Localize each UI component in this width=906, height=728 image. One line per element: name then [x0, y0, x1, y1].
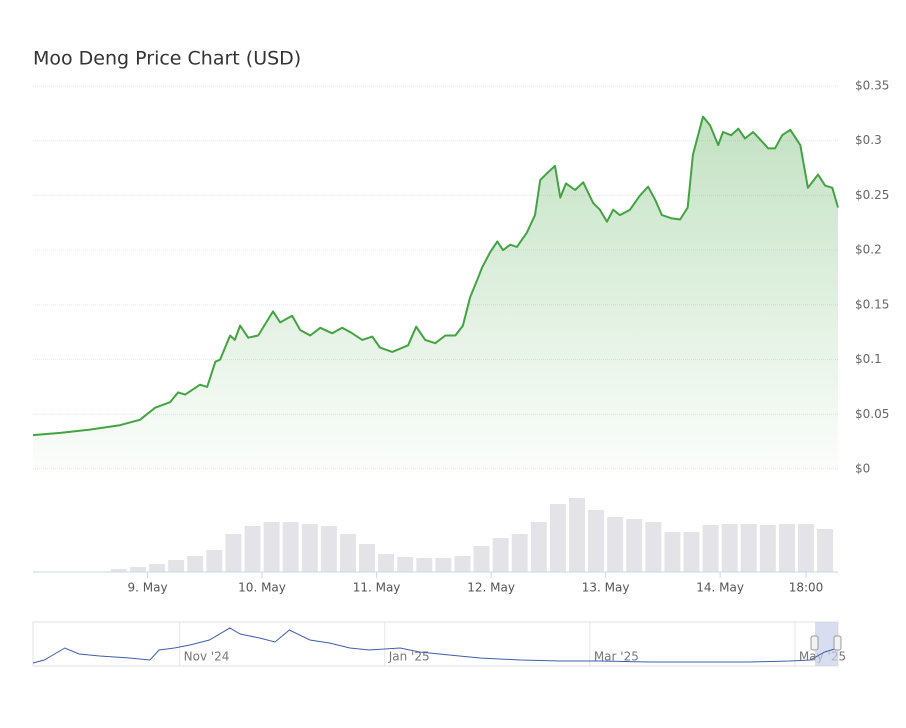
navigator-line — [32, 627, 839, 664]
volume-bar — [798, 524, 815, 572]
volume-bar — [454, 556, 471, 572]
volume-bar — [626, 519, 643, 572]
x-tick-label: 13. May — [582, 581, 630, 595]
volume-bar — [511, 534, 528, 572]
volume-bar — [683, 532, 700, 572]
x-tick-label: 18:00 — [789, 581, 824, 595]
navigator-handle[interactable] — [810, 635, 819, 651]
volume-bar — [416, 558, 433, 572]
volume-bar — [168, 560, 185, 572]
chart-title: Moo Deng Price Chart (USD) — [33, 48, 301, 70]
y-tick-label: $0 — [855, 462, 870, 476]
x-tick-label: 9. May — [127, 581, 167, 595]
volume-bar — [378, 554, 395, 572]
y-tick-label: $0.3 — [855, 133, 882, 147]
volume-bar — [568, 498, 585, 572]
volume-bar — [320, 526, 337, 572]
volume-bar — [397, 557, 414, 572]
navigator-handle[interactable] — [833, 635, 842, 651]
volume-bar — [664, 532, 681, 572]
volume-bar — [817, 529, 834, 572]
volume-bar — [588, 510, 605, 572]
x-tick-label: 12. May — [467, 581, 515, 595]
volume-bar — [549, 504, 566, 572]
volume-bar — [149, 564, 166, 572]
volume-bar — [301, 524, 318, 572]
volume-bar — [721, 524, 738, 572]
volume-bar — [759, 525, 776, 572]
volume-bar — [473, 546, 490, 572]
volume-bar — [244, 526, 261, 572]
navigator-label: Mar '25 — [594, 650, 639, 664]
volume-bar — [110, 569, 127, 572]
volume-bar — [129, 567, 146, 572]
volume-bar — [187, 556, 204, 572]
area — [33, 116, 838, 469]
volume-bar — [530, 522, 547, 572]
volume-bar — [740, 524, 757, 572]
x-tick-label: 10. May — [238, 581, 286, 595]
volume-bar — [607, 517, 624, 572]
x-tick-label: 14. May — [696, 581, 744, 595]
volume-bar — [206, 550, 223, 572]
y-tick-label: $0.05 — [855, 407, 889, 421]
volume-bar — [435, 558, 452, 572]
volume-bar — [778, 524, 795, 572]
y-tick-label: $0.25 — [855, 188, 889, 202]
navigator-selection — [815, 622, 838, 666]
navigator-label: Nov '24 — [184, 650, 230, 664]
y-tick-label: $0.15 — [855, 297, 889, 311]
navigator-label: Jan '25 — [388, 650, 430, 664]
volume-bar — [702, 525, 719, 572]
y-tick-label: $0.35 — [855, 79, 889, 93]
volume-bar — [225, 534, 242, 572]
x-tick-label: 11. May — [353, 581, 401, 595]
y-tick-label: $0.2 — [855, 243, 882, 257]
volume-bar — [359, 544, 376, 572]
navigator-frame — [32, 621, 839, 667]
volume-bar — [492, 538, 509, 572]
y-tick-label: $0.1 — [855, 352, 882, 366]
volume-bar — [339, 534, 356, 572]
volume-bar — [263, 522, 280, 572]
volume-bar — [645, 522, 662, 572]
volume-bar — [282, 522, 299, 572]
price-line — [32, 115, 839, 437]
